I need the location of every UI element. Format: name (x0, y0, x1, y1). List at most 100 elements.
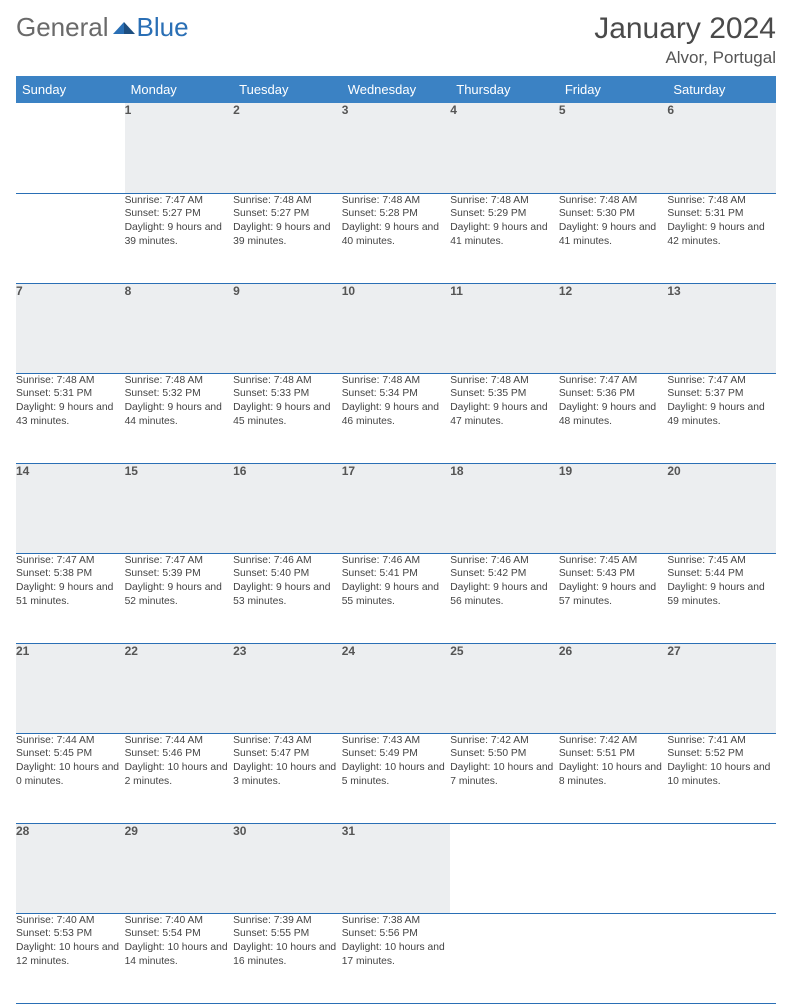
sunset-text: Sunset: 5:34 PM (342, 387, 451, 401)
sunset-text: Sunset: 5:38 PM (16, 567, 125, 581)
day-content-cell: Sunrise: 7:48 AMSunset: 5:32 PMDaylight:… (125, 373, 234, 463)
day-content-cell: Sunrise: 7:48 AMSunset: 5:31 PMDaylight:… (667, 193, 776, 283)
sunrise-text: Sunrise: 7:48 AM (559, 194, 668, 208)
day-header-row: Sunday Monday Tuesday Wednesday Thursday… (16, 76, 776, 103)
daylight-text: Daylight: 10 hours and 3 minutes. (233, 761, 342, 789)
sunset-text: Sunset: 5:30 PM (559, 207, 668, 221)
day-header: Wednesday (342, 76, 451, 103)
day-number-cell: 23 (233, 643, 342, 733)
day-content-cell: Sunrise: 7:48 AMSunset: 5:34 PMDaylight:… (342, 373, 451, 463)
sunrise-text: Sunrise: 7:48 AM (233, 374, 342, 388)
day-number-cell: 3 (342, 103, 451, 193)
sunset-text: Sunset: 5:28 PM (342, 207, 451, 221)
day-content-cell: Sunrise: 7:48 AMSunset: 5:35 PMDaylight:… (450, 373, 559, 463)
day-content-cell (16, 193, 125, 283)
title-block: January 2024 Alvor, Portugal (594, 12, 776, 68)
day-number-cell: 12 (559, 283, 668, 373)
day-header: Thursday (450, 76, 559, 103)
daylight-text: Daylight: 10 hours and 10 minutes. (667, 761, 776, 789)
day-header: Saturday (667, 76, 776, 103)
day-content-cell: Sunrise: 7:47 AMSunset: 5:27 PMDaylight:… (125, 193, 234, 283)
week-daynum-row: 14151617181920 (16, 463, 776, 553)
daylight-text: Daylight: 10 hours and 5 minutes. (342, 761, 451, 789)
daylight-text: Daylight: 9 hours and 48 minutes. (559, 401, 668, 429)
sunset-text: Sunset: 5:56 PM (342, 927, 451, 941)
week-daynum-row: 28293031 (16, 823, 776, 913)
day-number-cell (16, 103, 125, 193)
sunrise-text: Sunrise: 7:43 AM (342, 734, 451, 748)
day-header: Friday (559, 76, 668, 103)
day-number-cell: 17 (342, 463, 451, 553)
sunset-text: Sunset: 5:43 PM (559, 567, 668, 581)
daylight-text: Daylight: 10 hours and 12 minutes. (16, 941, 125, 969)
day-content-cell (559, 913, 668, 1003)
sunrise-text: Sunrise: 7:48 AM (125, 374, 234, 388)
sunset-text: Sunset: 5:29 PM (450, 207, 559, 221)
sunset-text: Sunset: 5:50 PM (450, 747, 559, 761)
sunrise-text: Sunrise: 7:44 AM (16, 734, 125, 748)
day-content-cell: Sunrise: 7:42 AMSunset: 5:51 PMDaylight:… (559, 733, 668, 823)
day-number-cell: 26 (559, 643, 668, 733)
daylight-text: Daylight: 10 hours and 16 minutes. (233, 941, 342, 969)
sunrise-text: Sunrise: 7:40 AM (16, 914, 125, 928)
sunset-text: Sunset: 5:39 PM (125, 567, 234, 581)
day-content-cell (667, 913, 776, 1003)
week-content-row: Sunrise: 7:44 AMSunset: 5:45 PMDaylight:… (16, 733, 776, 823)
daylight-text: Daylight: 9 hours and 45 minutes. (233, 401, 342, 429)
day-content-cell: Sunrise: 7:48 AMSunset: 5:31 PMDaylight:… (16, 373, 125, 463)
daylight-text: Daylight: 10 hours and 2 minutes. (125, 761, 234, 789)
sunrise-text: Sunrise: 7:45 AM (667, 554, 776, 568)
sunset-text: Sunset: 5:42 PM (450, 567, 559, 581)
day-content-cell: Sunrise: 7:45 AMSunset: 5:43 PMDaylight:… (559, 553, 668, 643)
day-content-cell: Sunrise: 7:47 AMSunset: 5:38 PMDaylight:… (16, 553, 125, 643)
day-number-cell: 7 (16, 283, 125, 373)
day-content-cell: Sunrise: 7:45 AMSunset: 5:44 PMDaylight:… (667, 553, 776, 643)
day-number-cell: 20 (667, 463, 776, 553)
daylight-text: Daylight: 9 hours and 57 minutes. (559, 581, 668, 609)
sunrise-text: Sunrise: 7:48 AM (16, 374, 125, 388)
daylight-text: Daylight: 10 hours and 0 minutes. (16, 761, 125, 789)
day-content-cell: Sunrise: 7:38 AMSunset: 5:56 PMDaylight:… (342, 913, 451, 1003)
daylight-text: Daylight: 9 hours and 47 minutes. (450, 401, 559, 429)
daylight-text: Daylight: 9 hours and 41 minutes. (559, 221, 668, 249)
sunset-text: Sunset: 5:31 PM (667, 207, 776, 221)
day-number-cell: 6 (667, 103, 776, 193)
day-content-cell: Sunrise: 7:48 AMSunset: 5:27 PMDaylight:… (233, 193, 342, 283)
sunset-text: Sunset: 5:33 PM (233, 387, 342, 401)
week-daynum-row: 21222324252627 (16, 643, 776, 733)
day-number-cell: 13 (667, 283, 776, 373)
sunset-text: Sunset: 5:32 PM (125, 387, 234, 401)
day-content-cell (450, 913, 559, 1003)
location: Alvor, Portugal (594, 48, 776, 68)
sunrise-text: Sunrise: 7:46 AM (233, 554, 342, 568)
sunrise-text: Sunrise: 7:45 AM (559, 554, 668, 568)
day-number-cell: 28 (16, 823, 125, 913)
day-content-cell: Sunrise: 7:43 AMSunset: 5:49 PMDaylight:… (342, 733, 451, 823)
daylight-text: Daylight: 9 hours and 43 minutes. (16, 401, 125, 429)
daylight-text: Daylight: 9 hours and 55 minutes. (342, 581, 451, 609)
day-content-cell: Sunrise: 7:47 AMSunset: 5:36 PMDaylight:… (559, 373, 668, 463)
day-number-cell: 19 (559, 463, 668, 553)
daylight-text: Daylight: 9 hours and 41 minutes. (450, 221, 559, 249)
day-number-cell: 25 (450, 643, 559, 733)
day-number-cell: 31 (342, 823, 451, 913)
sunset-text: Sunset: 5:53 PM (16, 927, 125, 941)
sunset-text: Sunset: 5:52 PM (667, 747, 776, 761)
sunset-text: Sunset: 5:35 PM (450, 387, 559, 401)
day-number-cell: 4 (450, 103, 559, 193)
week-content-row: Sunrise: 7:40 AMSunset: 5:53 PMDaylight:… (16, 913, 776, 1003)
sunrise-text: Sunrise: 7:47 AM (125, 194, 234, 208)
header: General Blue January 2024 Alvor, Portuga… (16, 12, 776, 68)
sunrise-text: Sunrise: 7:46 AM (450, 554, 559, 568)
day-content-cell: Sunrise: 7:44 AMSunset: 5:45 PMDaylight:… (16, 733, 125, 823)
sunrise-text: Sunrise: 7:48 AM (450, 194, 559, 208)
daylight-text: Daylight: 9 hours and 44 minutes. (125, 401, 234, 429)
week-daynum-row: 123456 (16, 103, 776, 193)
sunset-text: Sunset: 5:47 PM (233, 747, 342, 761)
sunset-text: Sunset: 5:54 PM (125, 927, 234, 941)
day-number-cell: 9 (233, 283, 342, 373)
logo-text-blue: Blue (137, 12, 189, 43)
daylight-text: Daylight: 9 hours and 40 minutes. (342, 221, 451, 249)
day-number-cell: 8 (125, 283, 234, 373)
daylight-text: Daylight: 10 hours and 14 minutes. (125, 941, 234, 969)
